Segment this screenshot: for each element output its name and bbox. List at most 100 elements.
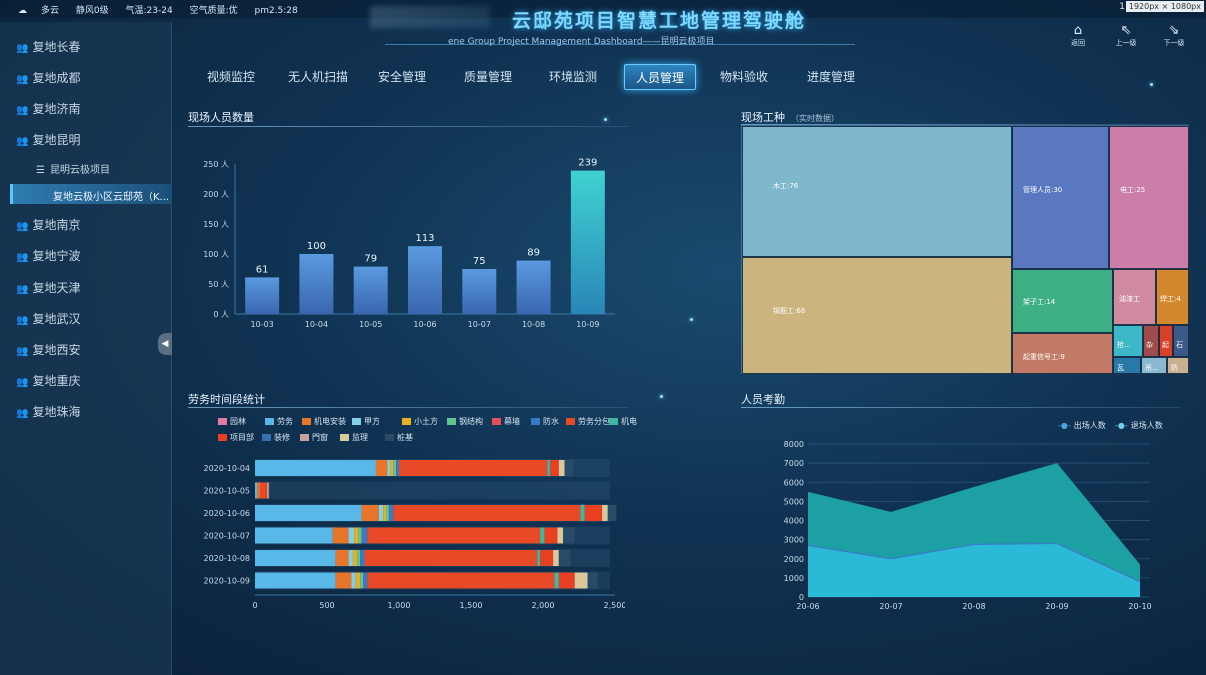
legend-entry[interactable]: 机电 [609, 416, 637, 427]
up-button[interactable]: ⇖ 上一级 [1112, 24, 1140, 48]
legend-entry[interactable]: 桩基 [385, 432, 413, 443]
treemap-cell[interactable]: 抢... [1113, 325, 1143, 357]
treemap-cell[interactable]: 起 [1159, 325, 1173, 357]
legend-entry[interactable]: 装修 [262, 432, 290, 443]
sidebar-label: 复地珠海 [32, 405, 81, 419]
y-tick-label: 2000 [784, 555, 804, 564]
x-tick-label: 20-06 [796, 602, 819, 611]
sidebar-label: 复地成都 [32, 71, 81, 85]
divider [188, 407, 628, 408]
sidebar-item-chengdu[interactable]: 👥 复地成都 [16, 69, 80, 86]
sidebar-item-ningbo[interactable]: 👥 复地宁波 [16, 247, 80, 264]
bar-segment [540, 550, 554, 566]
sidebar-item-zhuhai[interactable]: 👥 复地珠海 [16, 403, 80, 420]
bar-segment [390, 460, 394, 476]
treemap-cell[interactable]: 木工:76 [742, 126, 1012, 257]
treemap-cell[interactable]: 油漆工 [1113, 269, 1156, 325]
treemap-cell[interactable]: 吊... [1141, 357, 1167, 374]
legend-label: 出场人数 [1073, 421, 1106, 430]
bar-segment [351, 572, 356, 589]
divider [741, 124, 1189, 125]
tab-personnel[interactable]: 人员管理 [624, 64, 696, 90]
tab-quality[interactable]: 质量管理 [463, 70, 512, 84]
sidebar-item-changchun[interactable]: 👥 复地长春 [16, 38, 80, 55]
bar-segment [363, 572, 368, 589]
bar-segment [399, 460, 548, 476]
bar-segment [332, 527, 349, 544]
redacted-area [370, 6, 490, 28]
bar-value-label: 89 [527, 248, 540, 259]
sparkle [690, 318, 693, 321]
sidebar-item-nanjing[interactable]: 👥 复地南京 [16, 216, 80, 233]
treemap-cell[interactable]: 杂 [1143, 325, 1159, 357]
sidebar-collapse-button[interactable]: ◀ [158, 333, 172, 355]
home-label: 返回 [1071, 39, 1085, 47]
treemap-cell[interactable]: 防 [1167, 357, 1189, 374]
legend-entry[interactable]: 門窗 [300, 432, 328, 443]
legend-entry[interactable]: 小土方 [402, 416, 438, 427]
tab-environment[interactable]: 环境监测 [548, 70, 597, 84]
legend-swatch [531, 418, 540, 425]
treemap-cell[interactable]: 石 [1173, 325, 1189, 357]
treemap-cell[interactable]: 钢筋工:68 [742, 257, 1012, 374]
x-tick-label: 500 [319, 601, 334, 610]
legend-label: 防水 [543, 417, 559, 426]
x-tick-label: 10-08 [522, 320, 545, 329]
realtime-note: （实时数据） [791, 114, 839, 123]
up-label: 上一级 [1115, 39, 1137, 47]
legend-entry-out[interactable]: -●- 退场人数 [1115, 420, 1163, 431]
home-button[interactable]: ⌂ 返回 [1064, 24, 1092, 48]
legend-swatch [402, 418, 411, 425]
treemap-cell[interactable]: 起重信号工:9 [1012, 333, 1113, 374]
bar-segment [550, 460, 559, 476]
legend-entry[interactable]: 劳务分包 [566, 416, 610, 427]
worktypes-title: 现场工种 [741, 111, 785, 124]
legend-label: 劳务 [277, 417, 293, 426]
tab-materials[interactable]: 物料验收 [719, 70, 768, 84]
sidebar-item-tianjin[interactable]: 👥 复地天津 [16, 279, 80, 296]
page-subtitle: ene Group Project Management Dashboard——… [448, 37, 715, 47]
sidebar-item-kunming[interactable]: 👥 复地昆明 [16, 131, 80, 148]
sidebar-item-xian[interactable]: 👥 复地西安 [16, 341, 80, 358]
y-tick-label: 200 人 [203, 190, 229, 199]
tab-video[interactable]: 视频监控 [206, 70, 255, 84]
sidebar-label: 复地济南 [32, 102, 81, 116]
sidebar-item-jinan[interactable]: 👥 复地济南 [16, 100, 80, 117]
treemap-label: 木工:76 [773, 182, 799, 190]
legend-entry[interactable]: 项目部 [218, 432, 254, 443]
tab-safety[interactable]: 安全管理 [377, 70, 426, 84]
legend-entry[interactable]: 防水 [531, 416, 559, 427]
sidebar-item-chongqing[interactable]: 👥 复地重庆 [16, 372, 80, 389]
legend-entry[interactable]: 监理 [340, 432, 368, 443]
bar-segment [335, 572, 352, 589]
bar-segment [544, 527, 558, 544]
legend-entry-in[interactable]: -●- 出场人数 [1058, 420, 1106, 431]
sidebar-item-wuhan[interactable]: 👥 复地武汉 [16, 310, 80, 327]
legend-entry[interactable]: 劳务 [265, 416, 293, 427]
tab-drone[interactable]: 无人机扫描 [287, 70, 348, 84]
down-button[interactable]: ⇘ 下一级 [1160, 24, 1188, 48]
legend-entry[interactable]: 钢结构 [447, 416, 483, 427]
sidebar-item-selected[interactable]: 复地云极小区云邸苑（K... [10, 184, 172, 204]
treemap-cell[interactable]: 架子工:14 [1012, 269, 1113, 333]
x-tick-label: 10-09 [576, 320, 599, 329]
y-tick-label: 100 人 [203, 250, 229, 259]
y-tick-label: 4000 [784, 517, 804, 526]
legend-entry[interactable]: 幕墙 [492, 416, 520, 427]
treemap-cell[interactable]: 焊工:4 [1156, 269, 1189, 325]
tab-progress[interactable]: 进度管理 [806, 70, 855, 84]
bar-value-label: 113 [415, 233, 434, 244]
users-icon: 👥 [16, 284, 29, 295]
treemap-cell[interactable]: 瓦 [1113, 357, 1141, 374]
treemap-cell[interactable]: 电工:25 [1109, 126, 1189, 269]
x-tick-label: 10-05 [359, 320, 382, 329]
legend-entry[interactable]: 园林 [218, 416, 246, 427]
treemap-label: 起 [1162, 341, 1169, 349]
legend-entry[interactable]: 机电安装 [302, 416, 346, 427]
sparkle [1150, 83, 1153, 86]
treemap-cell[interactable]: 管理人员:30 [1012, 126, 1109, 269]
sidebar-subitem-project[interactable]: ☰ 昆明云极项目 [36, 161, 110, 176]
legend-swatch [218, 434, 227, 441]
treemap-label: 杂 [1146, 341, 1153, 349]
legend-entry[interactable]: 甲方 [352, 416, 380, 427]
